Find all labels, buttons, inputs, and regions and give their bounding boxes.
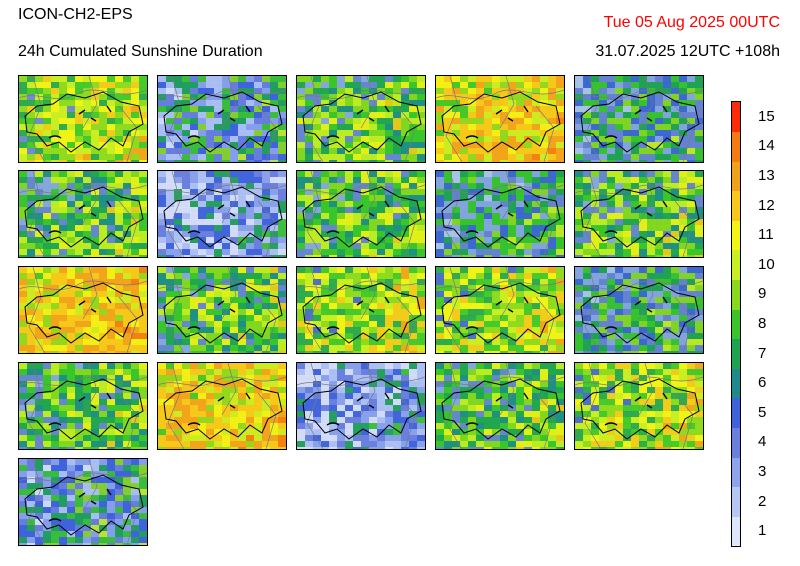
valid-time: Tue 05 Aug 2025 00UTC (603, 14, 780, 31)
colorbar-segment (732, 338, 740, 369)
colorbar-segment (732, 486, 740, 517)
ensemble-member-map (296, 266, 426, 354)
sunshine-field (19, 76, 147, 162)
colorbar-segment (732, 131, 740, 162)
sunshine-field (19, 459, 147, 545)
colorbar-tick-label: 14 (758, 137, 775, 155)
ensemble-member-map (18, 362, 148, 450)
ensemble-member-map (574, 362, 704, 450)
colorbar-segment (732, 279, 740, 310)
sunshine-field (158, 267, 286, 353)
colorbar-segment (732, 427, 740, 458)
colorbar-tick-label: 13 (758, 167, 775, 184)
colorbar-tick-label: 9 (758, 285, 767, 303)
sunshine-field (158, 76, 286, 162)
ensemble-member-map (296, 362, 426, 450)
ensemble-member-map (574, 266, 704, 354)
ensemble-member-map (157, 170, 287, 258)
sunshine-field (19, 171, 147, 257)
ensemble-member-map (18, 75, 148, 163)
sunshine-field (575, 171, 703, 257)
colorbar-tick-label: 11 (758, 226, 774, 244)
sunshine-field (575, 76, 703, 162)
model-title: ICON-CH2-EPS (18, 6, 133, 23)
ensemble-member-map (157, 362, 287, 450)
colorbar-tick-label: 10 (758, 255, 775, 273)
colorbar-tick-label: 15 (758, 107, 775, 125)
sunshine-field (575, 363, 703, 449)
ensemble-member-map (18, 170, 148, 258)
parameter-title: 24h Cumulated Sunshine Duration (18, 43, 263, 60)
colorbar-segment (732, 457, 740, 488)
sunshine-field (297, 76, 425, 162)
colorbar-segment (732, 250, 740, 281)
colorbar-tick-label: 3 (758, 463, 767, 480)
colorbar-segment (732, 161, 740, 192)
ensemble-member-map (574, 170, 704, 258)
colorbar-tick-label: 4 (758, 433, 767, 451)
sunshine-field (436, 363, 564, 449)
ensemble-member-map (296, 170, 426, 258)
sunshine-field (297, 171, 425, 257)
ensemble-member-map (157, 75, 287, 163)
colorbar-tick-label: 5 (758, 403, 767, 421)
sunshine-field (436, 267, 564, 353)
ensemble-member-map (435, 170, 565, 258)
colorbar-segment (732, 368, 740, 399)
sunshine-field (436, 171, 564, 257)
colorbar-segment (732, 102, 740, 133)
sunshine-field (158, 363, 286, 449)
colorbar-segment (732, 516, 740, 547)
sunshine-field (158, 171, 286, 257)
colorbar-segment (732, 309, 740, 340)
ensemble-member-map (435, 75, 565, 163)
ensemble-member-map (296, 75, 426, 163)
sunshine-field (19, 267, 147, 353)
colorbar-tick-label: 8 (758, 315, 767, 332)
sunshine-field (575, 267, 703, 353)
colorbar-tick-label: 7 (758, 344, 767, 362)
ensemble-member-map (157, 266, 287, 354)
run-info: 31.07.2025 12UTC +108h (595, 43, 780, 60)
colorbar-tick-label: 2 (758, 492, 767, 510)
sunshine-field (436, 76, 564, 162)
colorbar-segment (732, 398, 740, 429)
ensemble-member-map (574, 75, 704, 163)
colorbar-segment (732, 220, 740, 251)
ensemble-member-map (18, 266, 148, 354)
colorbar-tick-label: 1 (758, 522, 767, 540)
colorbar (731, 101, 741, 547)
ensemble-member-map (435, 266, 565, 354)
sunshine-field (297, 267, 425, 353)
colorbar-tick-label: 6 (758, 374, 767, 392)
colorbar-tick-label: 12 (758, 196, 775, 214)
sunshine-field (297, 363, 425, 449)
ensemble-member-map (18, 458, 148, 546)
sunshine-field (19, 363, 147, 449)
ensemble-member-map (435, 362, 565, 450)
colorbar-segment (732, 190, 740, 221)
